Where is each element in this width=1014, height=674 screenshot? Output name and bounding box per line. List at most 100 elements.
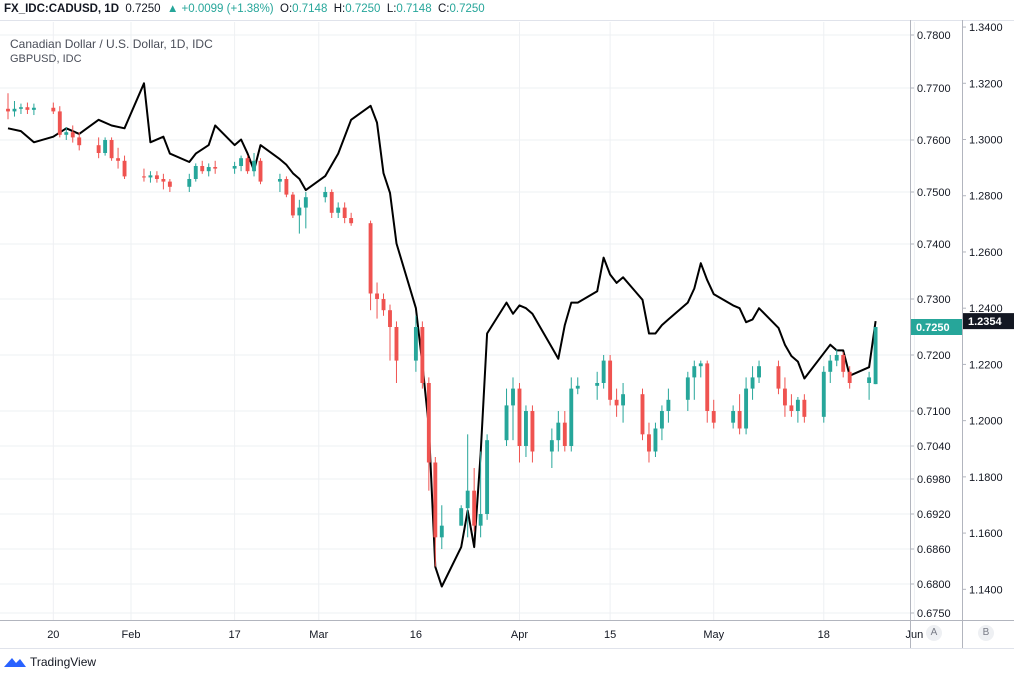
candle-body bbox=[834, 355, 839, 361]
candle-down bbox=[200, 160, 205, 174]
candle-up bbox=[795, 397, 800, 423]
candle-body bbox=[142, 176, 146, 178]
candle-body bbox=[213, 167, 218, 169]
candle-up bbox=[439, 505, 444, 549]
candles-layer bbox=[6, 93, 878, 567]
candle-body bbox=[569, 388, 574, 446]
candle-down bbox=[161, 173, 166, 190]
candle-down bbox=[420, 321, 425, 389]
left-axis-label: 0.6860 bbox=[917, 544, 951, 556]
chart-axes: 20 Feb 17 Mar 16 Apr 15 May 18 Jun 0.6750 0.6800 0.6… bbox=[0, 20, 1014, 649]
candle-down bbox=[847, 366, 852, 389]
candle-up bbox=[193, 163, 198, 182]
candle-up bbox=[744, 377, 749, 435]
candle-body bbox=[252, 160, 256, 172]
candle-body bbox=[368, 223, 373, 294]
compare-symbol-label[interactable]: GBPUSD, IDC bbox=[10, 53, 82, 65]
left-axis-label: 0.6750 bbox=[917, 608, 951, 620]
candle-body bbox=[776, 366, 781, 389]
high-value: 0.7250 bbox=[345, 3, 381, 15]
left-axis-label: 0.7600 bbox=[917, 135, 951, 147]
candle-body bbox=[511, 388, 515, 406]
candle-up bbox=[239, 155, 244, 172]
candle-body bbox=[621, 394, 626, 406]
candle-body bbox=[103, 140, 108, 153]
candle-up bbox=[252, 153, 256, 177]
candle-down bbox=[776, 360, 781, 395]
chart-grid bbox=[0, 22, 915, 620]
candle-body bbox=[750, 377, 755, 389]
candle-up bbox=[511, 377, 515, 441]
candle-body bbox=[847, 371, 852, 383]
candle-body bbox=[828, 360, 833, 372]
candle-body bbox=[485, 440, 490, 514]
symbol-label[interactable]: FX_IDC:CADUSD, 1D bbox=[4, 3, 120, 15]
candle-up bbox=[413, 315, 418, 372]
x-tick-label: 17 bbox=[228, 629, 240, 641]
candle-down bbox=[70, 125, 75, 143]
candle-body bbox=[575, 385, 580, 389]
candle-body bbox=[297, 207, 302, 216]
candle-down bbox=[705, 360, 710, 423]
candle-up bbox=[31, 103, 36, 116]
left-axis-label: 0.7700 bbox=[917, 83, 951, 95]
candle-down bbox=[647, 422, 651, 463]
price-change: ▲ +0.0099 (+1.38%) bbox=[166, 3, 274, 15]
candle-body bbox=[614, 399, 619, 406]
scale-b-button[interactable]: B bbox=[978, 625, 994, 641]
candle-body bbox=[433, 462, 438, 538]
candle-down bbox=[711, 399, 716, 429]
candle-up bbox=[297, 199, 302, 234]
candle-up bbox=[601, 355, 606, 389]
candle-body bbox=[420, 327, 425, 383]
candle-body bbox=[77, 137, 82, 146]
candle-body bbox=[653, 428, 658, 452]
candle-down bbox=[388, 304, 392, 361]
candle-down bbox=[530, 405, 535, 463]
left-axis-label: 0.7800 bbox=[917, 30, 951, 42]
candle-body bbox=[517, 388, 522, 446]
candle-body bbox=[232, 166, 237, 169]
candle-body bbox=[698, 363, 703, 367]
candle-body bbox=[595, 383, 600, 386]
candle-body bbox=[413, 327, 418, 361]
candle-body bbox=[795, 399, 800, 411]
x-tick-label: Apr bbox=[511, 629, 528, 641]
left-axis-label: 0.7500 bbox=[917, 187, 951, 199]
candle-body bbox=[459, 508, 464, 526]
candle-down bbox=[608, 355, 613, 406]
compare-last-badge bbox=[963, 313, 1014, 330]
candle-body bbox=[51, 107, 56, 112]
right-axis-label: 1.1400 bbox=[969, 584, 1003, 596]
candle-down bbox=[213, 160, 218, 174]
candle-body bbox=[530, 411, 535, 452]
candle-down bbox=[782, 377, 787, 417]
candle-up bbox=[64, 127, 69, 140]
candle-up bbox=[821, 366, 826, 423]
high-label: H: bbox=[333, 3, 346, 15]
close-label: C: bbox=[438, 3, 450, 15]
auto-scale-button[interactable]: A bbox=[926, 625, 942, 641]
candle-body bbox=[873, 327, 878, 385]
right-axis-label: 1.3400 bbox=[969, 22, 1003, 34]
x-tick-label: Mar bbox=[309, 629, 328, 641]
candle-body bbox=[465, 490, 470, 509]
x-tick-label: 16 bbox=[410, 629, 422, 641]
right-axis-label: 1.2000 bbox=[969, 416, 1003, 428]
candle-body bbox=[19, 107, 23, 109]
candle-up bbox=[666, 388, 671, 423]
candle-down bbox=[737, 394, 742, 435]
candle-up bbox=[757, 360, 761, 383]
candle-down bbox=[77, 132, 82, 151]
candle-up bbox=[834, 349, 839, 367]
candle-down bbox=[802, 394, 807, 423]
candle-down bbox=[342, 202, 347, 224]
candle-down bbox=[284, 176, 289, 198]
candle-body bbox=[394, 327, 399, 361]
candle-down bbox=[640, 388, 645, 441]
candle-down bbox=[258, 158, 263, 185]
candle-body bbox=[789, 405, 794, 411]
candle-body bbox=[524, 411, 528, 446]
footer-brand[interactable]: TradingView bbox=[4, 655, 96, 669]
